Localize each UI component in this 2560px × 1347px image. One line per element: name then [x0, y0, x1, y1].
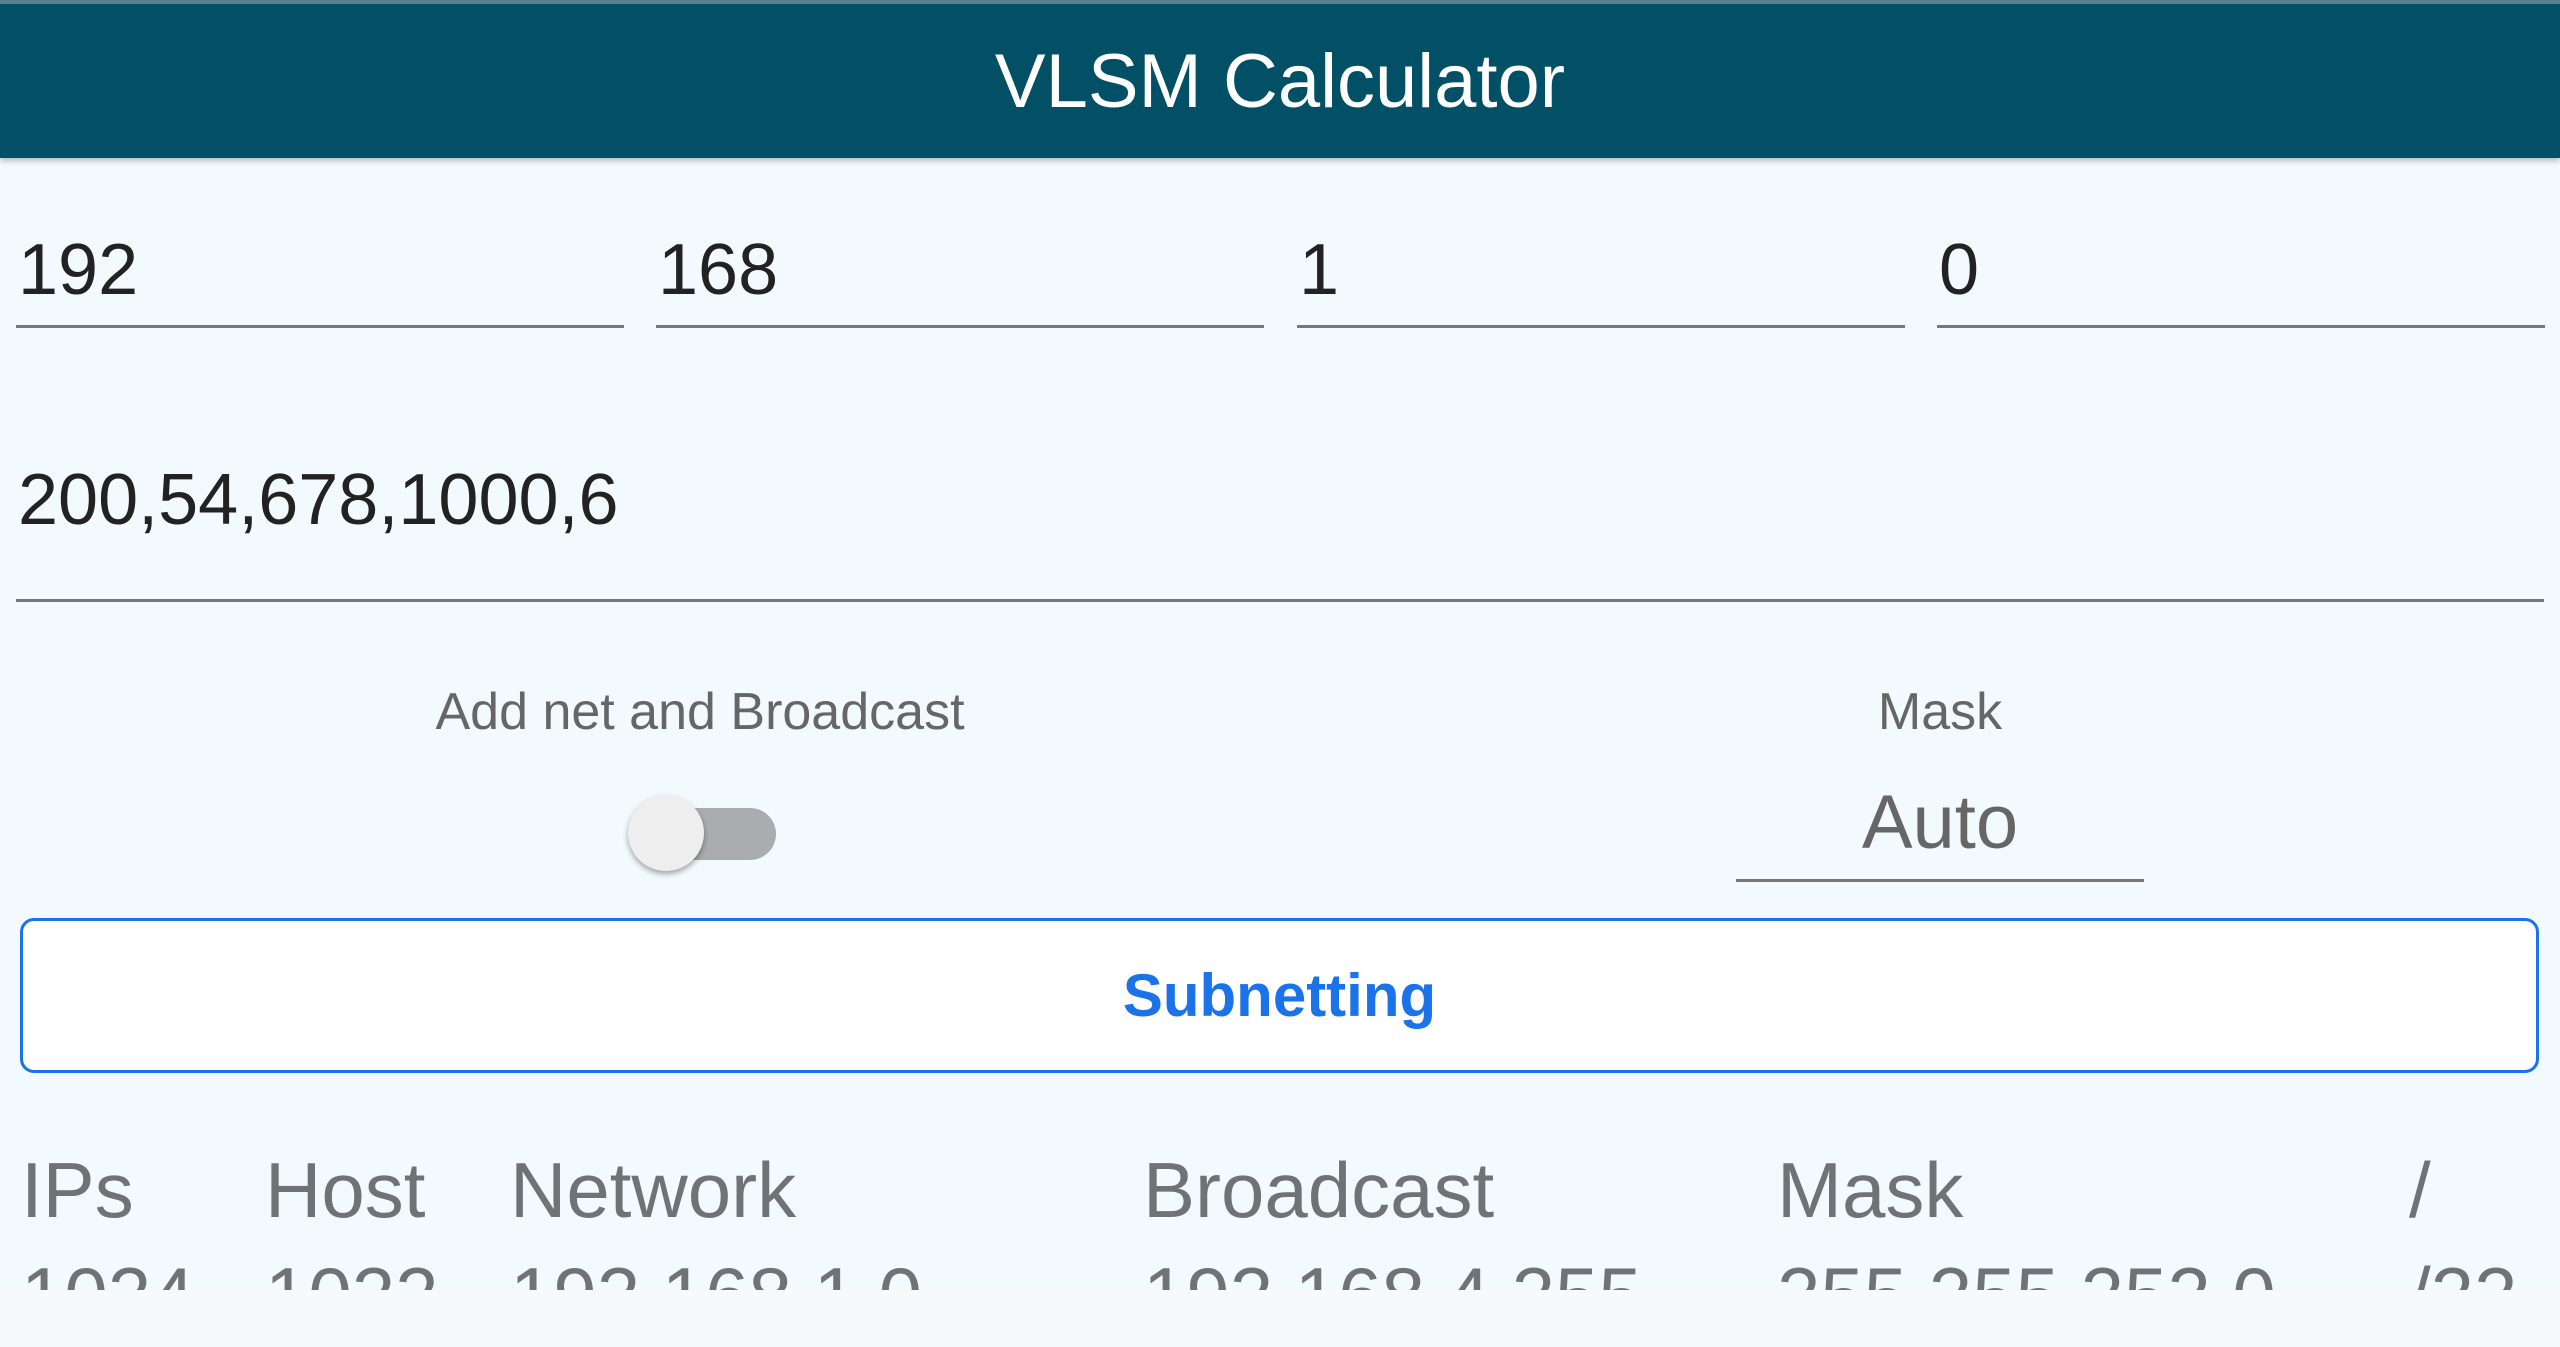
column-header-broadcast: Broadcast: [1143, 1146, 1495, 1234]
bottom-bar: [0, 1290, 2560, 1347]
mask-select[interactable]: Auto: [1736, 770, 2144, 882]
column-header-prefix: /: [2409, 1146, 2431, 1234]
app-title-bar: VLSM Calculator: [0, 0, 2560, 158]
ip-octet-1-input[interactable]: 192: [16, 220, 624, 328]
app-title: VLSM Calculator: [994, 38, 1566, 124]
subnetting-button-label: Subnetting: [1122, 962, 1437, 1029]
add-net-broadcast-toggle[interactable]: [628, 795, 778, 871]
column-header-host: Host: [265, 1146, 426, 1234]
column-header-mask: Mask: [1777, 1146, 1964, 1234]
hosts-input[interactable]: 200,54,678,1000,6: [16, 440, 2544, 602]
subnetting-button[interactable]: Subnetting: [20, 918, 2539, 1073]
column-header-ips: IPs: [21, 1146, 134, 1234]
ip-octet-2-input[interactable]: 168: [656, 220, 1264, 328]
mask-label: Mask: [1877, 683, 2003, 741]
toggle-knob: [628, 795, 704, 871]
column-header-network: Network: [510, 1146, 797, 1234]
add-net-broadcast-label: Add net and Broadcast: [435, 683, 965, 741]
ip-octet-3-input[interactable]: 1: [1297, 220, 1905, 328]
ip-octet-4-input[interactable]: 0: [1937, 220, 2545, 328]
